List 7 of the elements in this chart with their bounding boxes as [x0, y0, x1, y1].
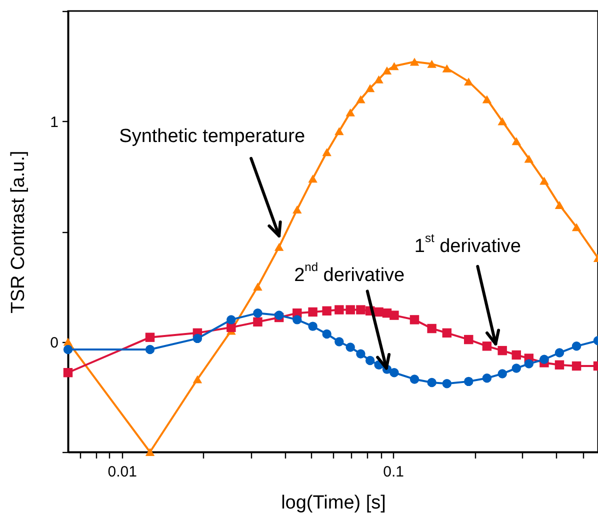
- y-axis-title: TSR Contrast [a.u.]: [8, 150, 30, 314]
- x-tick-label: 0.1: [383, 464, 404, 480]
- annotation: Synthetic temperature: [119, 126, 306, 147]
- y-tick-label: 1: [50, 114, 58, 131]
- x-axis-title: log(Time) [s]: [281, 492, 386, 514]
- y-tick-label: 0: [50, 334, 58, 352]
- x-tick-label: 0.01: [108, 464, 137, 480]
